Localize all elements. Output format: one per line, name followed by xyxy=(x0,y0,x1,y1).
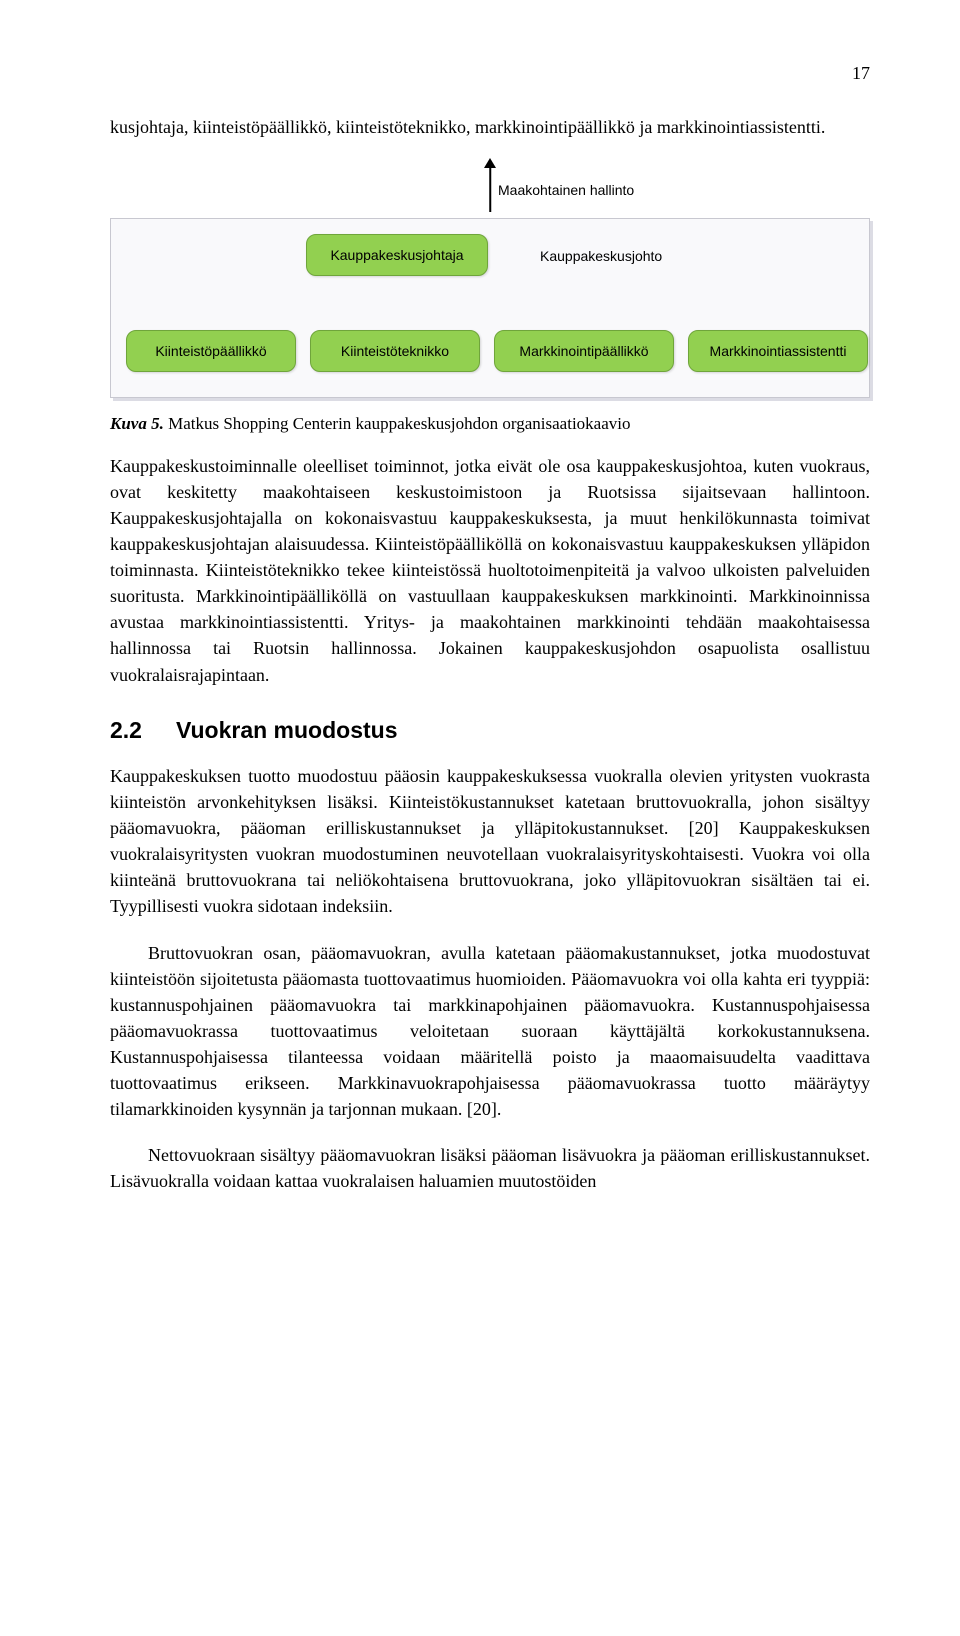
org-box-2-label: Markkinointipäällikkö xyxy=(519,341,648,361)
figure-caption-text: Matkus Shopping Centerin kauppakeskusjoh… xyxy=(164,414,631,433)
org-box-1: Kiinteistöteknikko xyxy=(310,330,480,372)
org-box-3: Markkinointiassistentti xyxy=(688,330,868,372)
intro-paragraph: kusjohtaja, kiinteistöpäällikkö, kiintei… xyxy=(110,114,870,140)
section-para-3: Nettovuokraan sisältyy pääomavuokran lis… xyxy=(110,1142,870,1194)
org-box-1-label: Kiinteistöteknikko xyxy=(341,341,449,361)
org-chart: Maakohtainen hallinto Kauppakeskusjohtaj… xyxy=(110,158,870,398)
org-box-0-label: Kiinteistöpäällikkö xyxy=(155,341,266,361)
section-number: 2.2 xyxy=(110,714,142,747)
section-para-1: Kauppakeskuksen tuotto muodostuu pääosin… xyxy=(110,763,870,920)
figure-caption-label: Kuva 5. xyxy=(110,414,164,433)
section-heading: 2.2 Vuokran muodostus xyxy=(110,714,870,747)
top-label: Maakohtainen hallinto xyxy=(498,180,634,200)
main-paragraph: Kauppakeskustoiminnalle oleelliset toimi… xyxy=(110,453,870,688)
org-box-leader-label: Kauppakeskusjohtaja xyxy=(330,245,463,265)
side-label: Kauppakeskusjohto xyxy=(540,246,662,266)
org-box-3-label: Markkinointiassistentti xyxy=(710,341,847,361)
section-para-2: Bruttovuokran osan, pääomavuokran, avull… xyxy=(110,940,870,1123)
arrow-line xyxy=(489,166,491,212)
org-box-0: Kiinteistöpäällikkö xyxy=(126,330,296,372)
org-box-leader: Kauppakeskusjohtaja xyxy=(306,234,488,276)
page-number: 17 xyxy=(110,60,870,86)
section-title: Vuokran muodostus xyxy=(176,717,398,743)
org-box-2: Markkinointipäällikkö xyxy=(494,330,674,372)
figure-caption: Kuva 5. Matkus Shopping Centerin kauppak… xyxy=(110,412,870,437)
